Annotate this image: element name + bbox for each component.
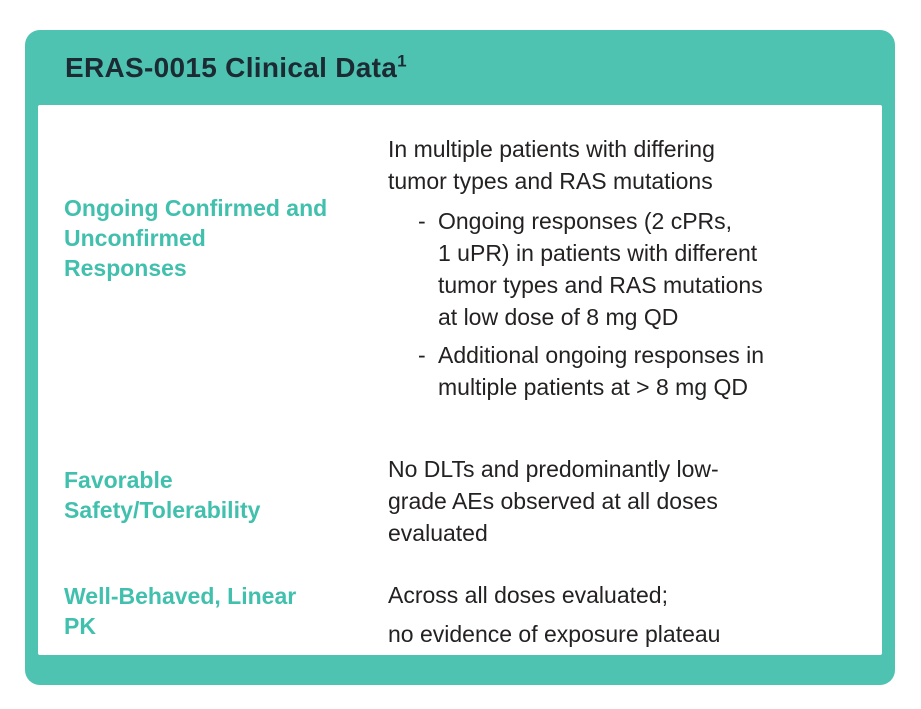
responses-intro-text: In multiple patients with differing tumor… [388, 136, 715, 194]
row-label-safety: Favorable Safety/Tolerability [64, 467, 261, 523]
pk-text: Across all doses evaluated; no evidence o… [388, 582, 721, 647]
row-content-responses: In multiple patients with differing tumor… [388, 133, 862, 403]
slide-title: ERAS-0015 Clinical Data1 [65, 52, 407, 84]
row-ongoing-responses: Ongoing Confirmed and Unconfirmed Respon… [64, 133, 862, 403]
slide-title-text: ERAS-0015 Clinical Data [65, 51, 398, 83]
bullet-item-low-dose: - Ongoing responses (2 cPRs, 1 uPR) in pa… [418, 205, 862, 333]
row-safety-tolerability: Favorable Safety/Tolerability No DLTs an… [64, 453, 862, 549]
bullet-text-higher-dose: Additional ongoing responses in multiple … [438, 342, 765, 400]
safety-text: No DLTs and predominantly low-grade AEs … [388, 456, 719, 546]
row-content-pk: Across all doses evaluated; no evidence o… [388, 579, 862, 650]
slide-header: ERAS-0015 Clinical Data1 [38, 30, 882, 105]
row-label-responses: Ongoing Confirmed and Unconfirmed Respon… [64, 195, 328, 281]
content-panel: Ongoing Confirmed and Unconfirmed Respon… [38, 105, 882, 655]
bullet-item-higher-dose: - Additional ongoing responses in multipl… [418, 339, 862, 403]
bullet-text-low-dose: Ongoing responses (2 cPRs, 1 uPR) in pati… [438, 208, 763, 330]
bullet-dash: - [418, 342, 426, 368]
bullet-dash: - [418, 208, 426, 234]
row-linear-pk: Well-Behaved, Linear PK Across all doses… [64, 579, 862, 650]
row-label-pk: Well-Behaved, Linear PK [64, 583, 297, 639]
responses-bullet-list: - Ongoing responses (2 cPRs, 1 uPR) in pa… [388, 205, 862, 403]
slide-title-footnote-ref: 1 [397, 51, 407, 71]
row-content-safety: No DLTs and predominantly low-grade AEs … [388, 453, 862, 549]
slide-frame: ERAS-0015 Clinical Data1 Ongoing Confirm… [25, 30, 895, 685]
